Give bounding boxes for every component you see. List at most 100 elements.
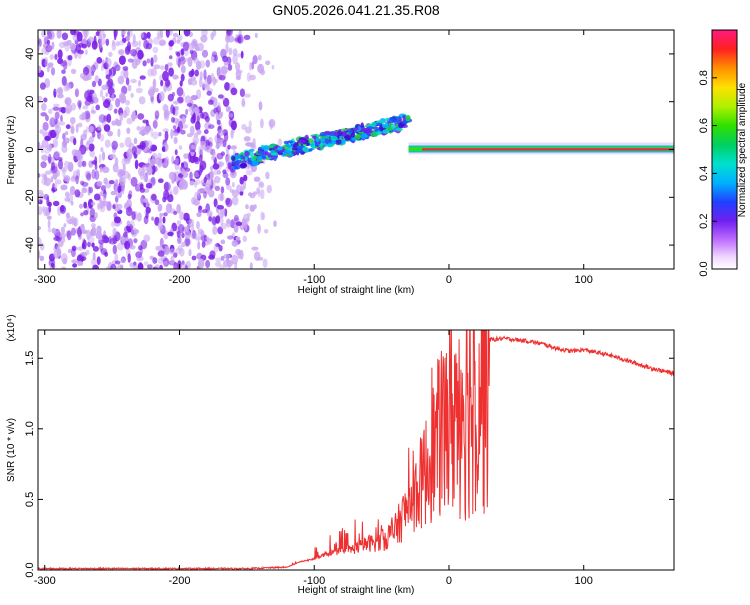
noise-cell [50,176,54,183]
noise-cell [150,127,154,137]
noise-cell [201,240,206,248]
noise-cell [139,75,146,80]
noise-cell [240,50,244,59]
noise-cell [63,85,70,92]
noise-cell [126,220,131,227]
noise-cell [120,258,126,264]
noise-cell [122,66,129,71]
noise-cell [174,128,180,134]
noise-cell [121,37,127,44]
noise-cell [190,94,198,101]
noise-cell [196,89,202,100]
noise-cell [170,128,174,140]
noise-cell [145,182,153,189]
noise-cell [88,143,95,152]
noise-cell [248,120,252,129]
noise-cell [179,211,185,221]
noise-cell [151,85,156,95]
noise-cell [100,147,104,153]
noise-cell [65,103,73,114]
noise-cell [116,264,124,269]
noise-cell [76,31,83,42]
noise-cell [186,102,193,107]
noise-cell [137,263,144,269]
noise-cell [215,111,219,121]
noise-cell [83,30,88,40]
noise-cell [97,202,101,210]
noise-cell [243,174,248,182]
noise-cell [71,259,79,264]
signal-cell [360,133,368,139]
noise-cell [104,251,108,257]
noise-cell [107,78,114,89]
noise-cell [52,200,60,207]
noise-cell [80,223,85,232]
x-tick-label: -200 [168,575,190,587]
signal-cell [257,150,265,155]
noise-cell [168,45,173,51]
noise-cell [239,176,244,185]
noise-cell [42,121,49,131]
noise-cell [201,209,208,214]
noise-cell [46,31,53,40]
noise-cell [112,227,117,236]
noise-cell [80,180,85,186]
noise-cell [79,203,83,209]
noise-cell [38,42,41,52]
noise-cell [235,62,241,72]
signal-cell [278,150,284,153]
noise-cell [227,218,230,225]
noise-cell [151,193,157,201]
noise-cell [212,170,219,176]
noise-cell [193,132,199,137]
spectrogram-heatmap [38,30,674,269]
noise-cell [196,212,202,218]
noise-cell [108,68,113,77]
noise-cell [220,223,228,230]
noise-cell [55,245,58,251]
noise-cell [219,264,225,269]
noise-cell [142,60,147,67]
noise-cell [46,144,53,151]
noise-cell [228,106,231,112]
noise-cell [223,253,231,259]
noise-cell [114,157,119,167]
signal-cell [379,124,383,132]
noise-cell [121,184,125,195]
noise-cell [135,87,143,94]
signal-cell [341,139,346,145]
noise-cell [38,173,41,178]
noise-cell [223,132,229,142]
noise-cell [102,95,106,102]
signal-cell [354,134,362,140]
noise-cell [95,104,100,111]
noise-cell [226,184,232,191]
noise-cell [158,41,164,47]
noise-cell [172,32,179,38]
noise-cell [87,198,94,209]
noise-cell [38,226,42,231]
noise-cell [64,197,71,202]
noise-cell [245,126,252,134]
noise-cell [173,210,178,215]
noise-cell [182,41,190,52]
noise-cell [145,206,151,214]
noise-cell [199,60,206,69]
noise-cell [181,116,186,125]
noise-cell [222,139,227,148]
noise-cell [257,189,261,198]
noise-cell [157,257,164,265]
noise-cell [81,251,88,257]
signal-cell [405,114,411,122]
noise-cell [273,220,277,228]
noise-cell [75,175,79,185]
noise-cell [243,136,251,142]
noise-cell [127,84,132,92]
colorbar-label: Normalized spectral amplitude [737,82,748,217]
noise-cell [135,57,141,66]
noise-cell [196,47,200,52]
noise-cell [48,108,53,115]
noise-cell [76,260,84,267]
noise-cell [153,64,161,70]
